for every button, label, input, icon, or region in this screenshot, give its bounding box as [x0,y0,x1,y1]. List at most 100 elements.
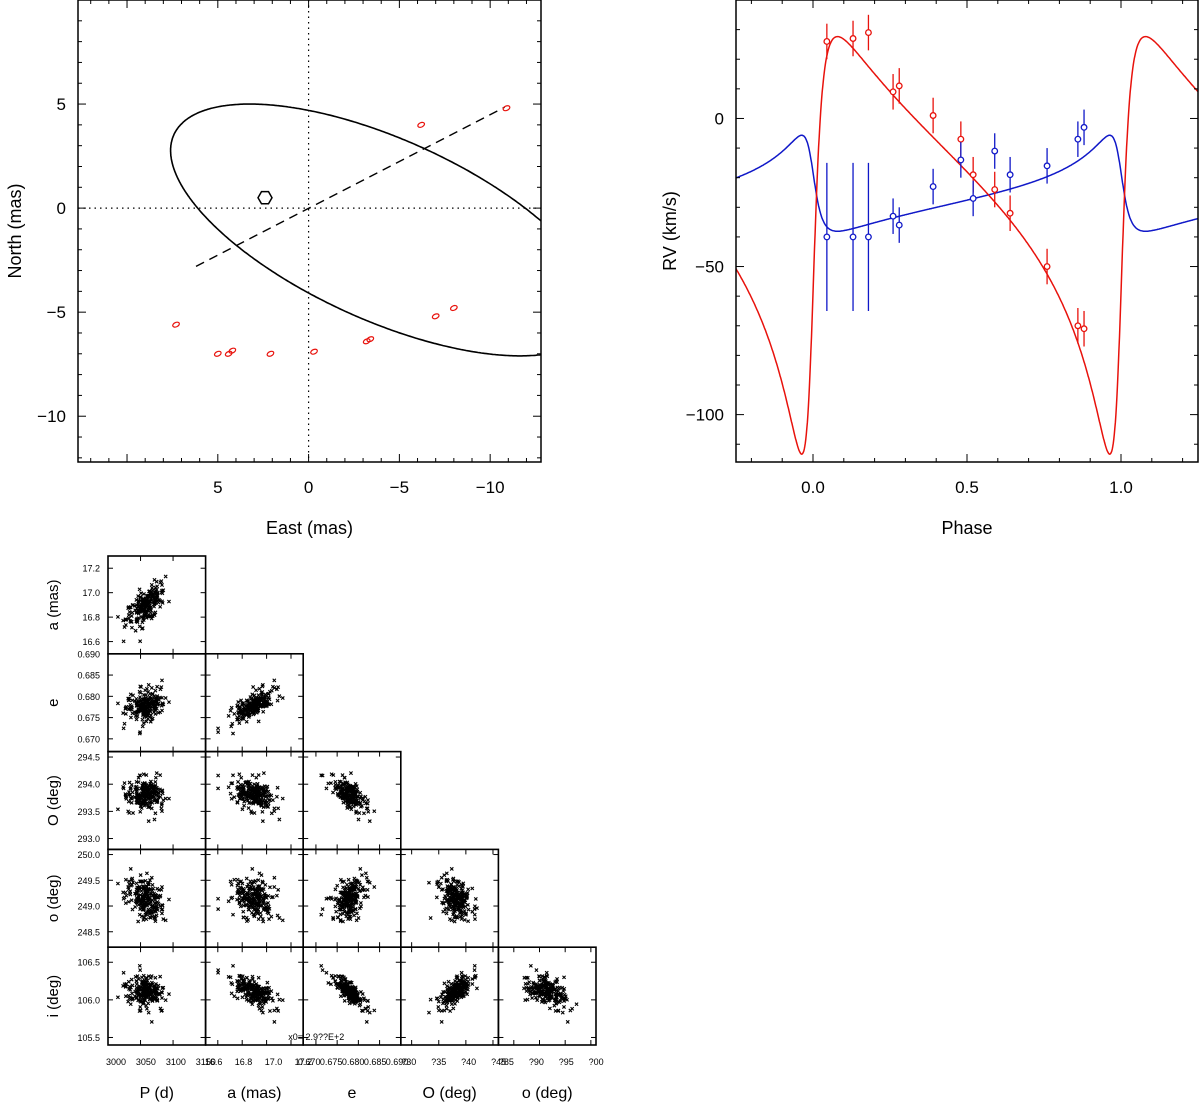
corner-sample-point [247,903,252,908]
rv-data-point [849,35,857,42]
corner-sample-point [229,991,234,996]
corner-sample-point [464,911,469,916]
corner-sample-point [149,685,154,690]
corner-sample-point [137,985,142,990]
corner-sample-point [272,885,277,889]
corner-sample-point [238,710,243,715]
corner-sample-point [358,997,363,1002]
corner-sample-point [260,917,265,921]
corner-sample-point [137,912,142,917]
corner-sample-point [426,1010,431,1015]
corner-sample-point [252,693,257,698]
corner-x-tick-label: ?85 [499,1057,514,1067]
corner-sample-point [143,910,148,915]
corner-sample-point [250,773,255,778]
corner-sample-point [160,990,165,995]
corner-sample-point [245,702,250,707]
corner-sample-point [147,788,152,793]
corner-sample-point [138,803,143,808]
corner-sample-point [241,785,246,790]
corner-sample-point [349,990,354,995]
corner-sample-point [235,996,240,1001]
corner-sample-point [155,584,160,589]
corner-sample-point [265,910,270,915]
corner-sample-point [241,981,246,986]
corner-sample-point [365,806,370,811]
corner-sample-point [137,963,142,968]
corner-sample-point [447,917,452,922]
corner-sample-point [141,1000,146,1005]
corner-sample-point [144,693,149,698]
corner-sample-point [130,711,135,716]
corner-sample-point [547,1006,552,1011]
corner-sample-point [355,794,360,799]
corner-x-tick-label: 0.690 [386,1057,409,1067]
corner-sample-point [150,888,155,893]
corner-sample-point [141,917,146,922]
corner-sample-point [259,803,264,808]
corner-cell-i-vs-o [497,946,597,1046]
orbit-observation-point [366,336,375,343]
corner-sample-point [333,887,338,892]
corner-sample-point [261,990,266,995]
corner-sample-point [136,780,141,785]
corner-sample-point [258,899,263,904]
corner-sample-point [243,986,248,991]
corner-sample-point [441,989,446,994]
corner-sample-point [461,980,466,985]
corner-sample-point [248,886,253,891]
corner-sample-point [260,819,265,824]
corner-sample-point [134,619,139,624]
corner-sample-point [365,798,370,803]
corner-sample-point [343,902,348,907]
corner-sample-point [541,978,546,983]
corner-sample-point [115,881,120,886]
corner-sample-point [255,910,260,915]
corner-sample-point [127,605,132,610]
corner-sample-point [261,994,266,999]
corner-sample-point [239,886,244,891]
corner-sample-point [257,686,262,691]
corner-sample-point [445,884,450,889]
corner-sample-point [267,1009,272,1013]
corner-sample-point [134,881,139,886]
corner-sample-point [274,893,279,898]
corner-sample-point [349,788,354,793]
corner-y-axis-label: i (deg) [45,975,62,1018]
corner-sample-point [460,992,465,997]
corner-cell-frame [107,555,207,655]
corner-sample-point [358,989,363,994]
orbit-observation-point [310,348,318,355]
corner-sample-point [247,888,252,893]
corner-sample-point [160,582,164,587]
corner-sample-point [574,1002,579,1007]
corner-y-axis-label: e [45,699,62,707]
corner-sample-point [244,919,249,924]
corner-sample-point [144,686,149,691]
orbit-observation-point [172,321,180,328]
corner-sample-point [251,800,256,805]
corner-sample-point [249,986,254,991]
corner-sample-point [269,996,274,1001]
corner-sample-point [250,866,255,871]
corner-sample-point [256,773,261,778]
corner-sample-point [146,882,151,887]
corner-sample-point [115,614,120,619]
corner-sample-point [147,691,152,696]
corner-sample-point [261,709,266,714]
corner-sample-point [270,895,275,899]
corner-sample-point [452,919,457,924]
corner-sample-point [263,692,268,697]
corner-sample-point [155,684,160,689]
corner-sample-point [255,902,260,907]
corner-sample-point [356,817,361,822]
corner-sample-point [141,772,146,777]
corner-sample-point [365,895,370,899]
corner-sample-point [146,982,151,987]
corner-sample-point [249,995,254,1000]
orbit-observation-point [213,350,222,357]
rv-data-point [823,38,831,45]
corner-sample-point [358,804,363,809]
corner-sample-point [134,609,139,614]
